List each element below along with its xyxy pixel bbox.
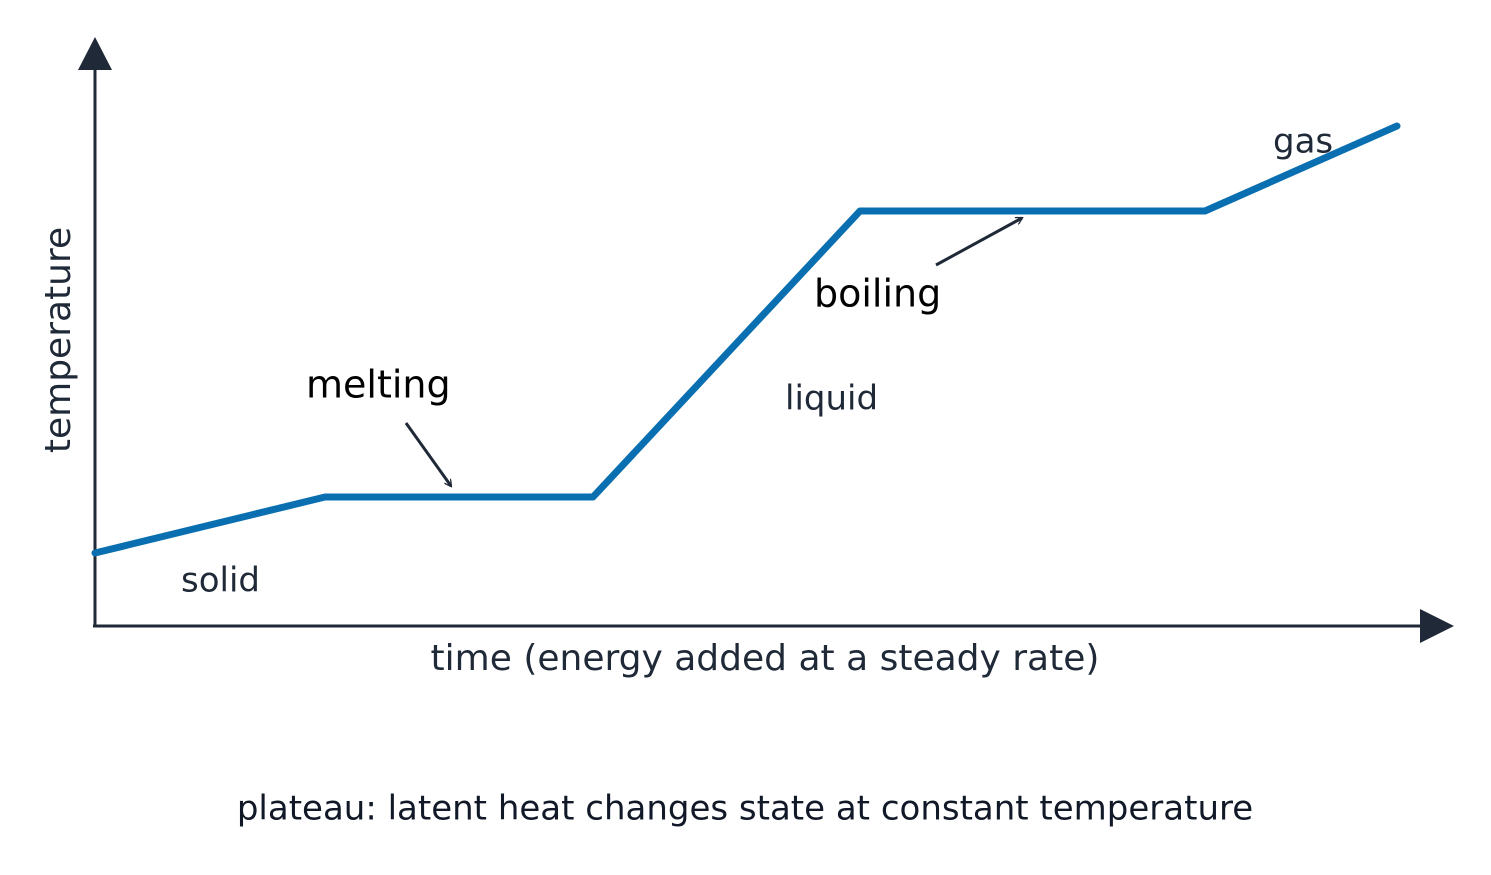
phase-label: solid [181, 561, 260, 601]
annotation: boiling [814, 272, 941, 316]
y-axis-arrowhead [78, 37, 112, 70]
x-axis-arrowhead [1420, 609, 1454, 643]
annotation: melting [306, 363, 451, 407]
phase-label: liquid [785, 379, 878, 419]
x-axis-label: time (energy added at a steady rate) [431, 638, 1100, 679]
boiling-arrow [935, 216, 1022, 267]
phase-label: gas [1273, 122, 1333, 162]
melting-arrow [404, 422, 451, 486]
y-axis-label: temperature [38, 227, 79, 453]
heating-curve [91, 122, 1401, 557]
caption: plateau: latent heat changes state at co… [237, 789, 1253, 829]
